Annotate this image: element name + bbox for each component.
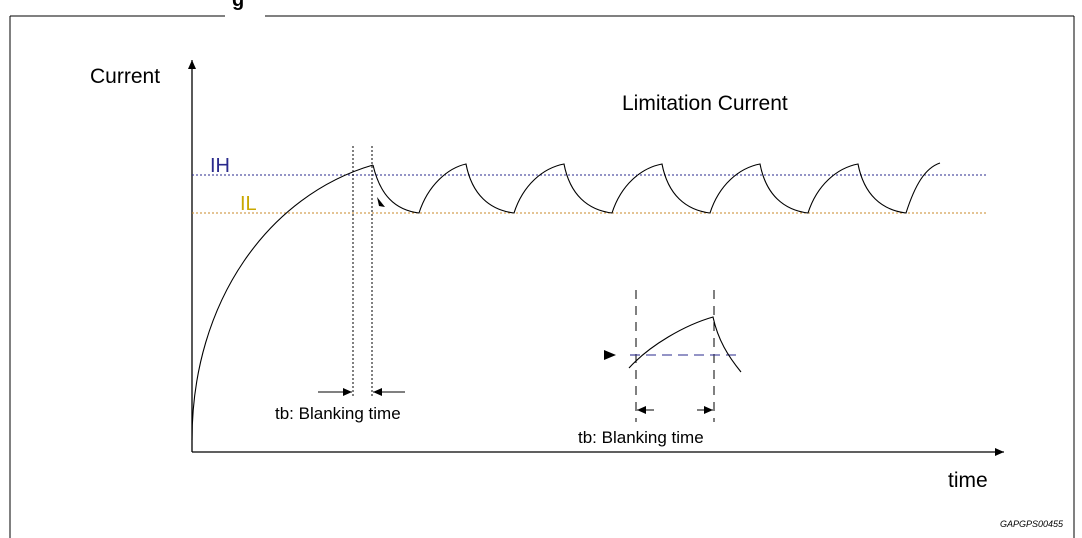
figure-code: GAPGPS00455	[1000, 519, 1064, 529]
inset-level-arrow	[604, 350, 616, 360]
x-axis-label: time	[948, 469, 988, 492]
blanking-label-inset: tb: Blanking time	[578, 428, 704, 447]
current-sawtooth-waveform	[372, 162, 941, 214]
ih-label: IH	[210, 155, 230, 177]
dip-arrow	[377, 197, 385, 207]
y-axis-label: Current	[90, 65, 160, 88]
current-rise-curve	[191, 164, 374, 441]
blanking-label-main: tb: Blanking time	[275, 404, 401, 423]
header-partial-text: g	[232, 0, 244, 11]
il-label: IL	[240, 193, 257, 215]
inset-current-curve	[628, 316, 742, 373]
diagram-title: Limitation Current	[622, 92, 788, 115]
